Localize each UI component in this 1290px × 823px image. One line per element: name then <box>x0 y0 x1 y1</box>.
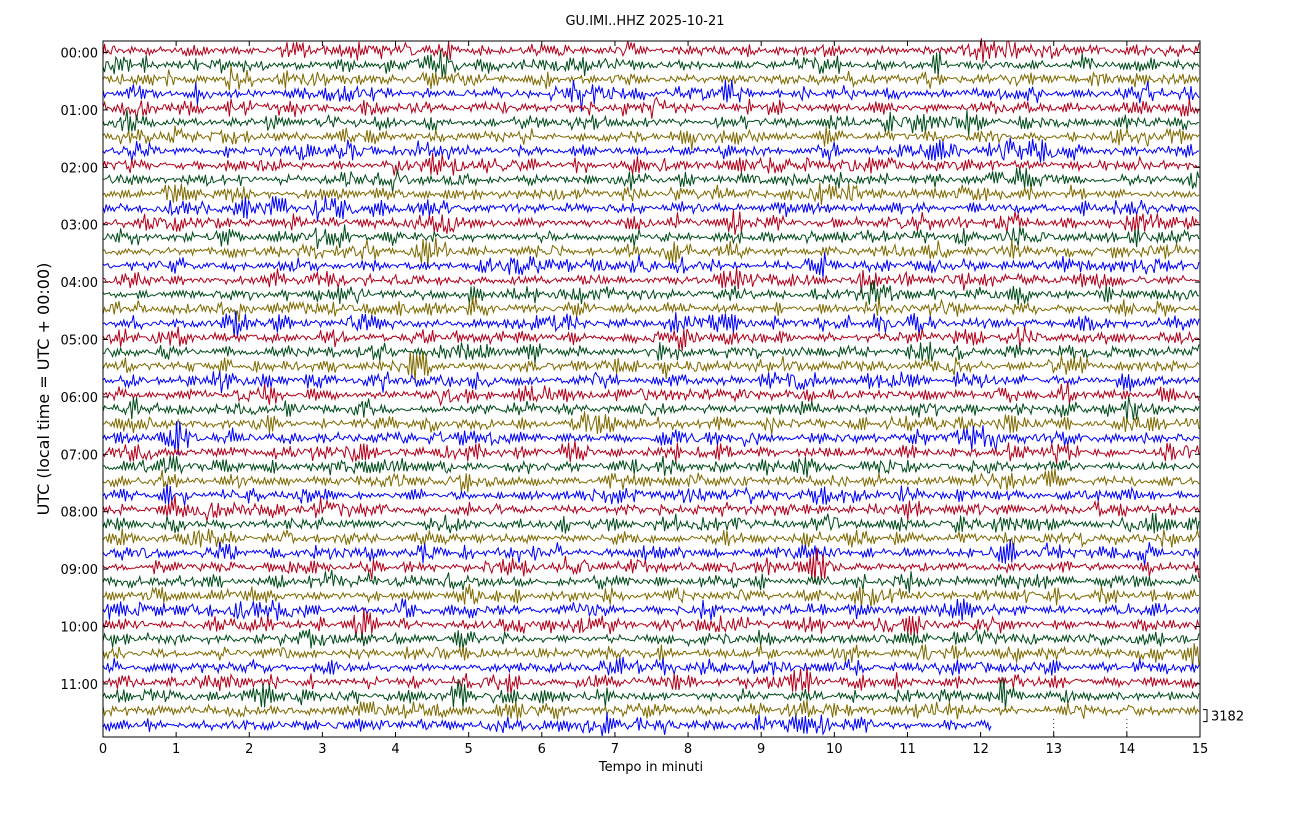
seismic-trace <box>102 667 1200 695</box>
seismic-trace <box>102 569 1200 594</box>
seismic-trace <box>102 677 1200 710</box>
seismic-trace <box>102 539 1200 567</box>
seismic-trace <box>102 167 1200 193</box>
seismic-trace <box>102 310 1200 338</box>
seismic-trace <box>102 468 1200 493</box>
y-tick-label: 08:00 <box>61 506 98 521</box>
x-tick-label: 3 <box>318 742 326 757</box>
seismic-trace <box>102 656 1200 676</box>
y-tick-label: 09:00 <box>61 563 98 578</box>
seismic-trace <box>102 396 1200 423</box>
seismic-trace <box>102 371 1200 394</box>
x-axis: 0 1 2 3 4 5 6 7 8 9 10 11 12 13 14 15 <box>99 41 1208 757</box>
seismic-trace <box>102 495 1200 522</box>
seismic-trace <box>102 252 1200 278</box>
x-tick-label: 1 <box>172 742 180 757</box>
seismic-trace <box>102 267 1199 294</box>
seismic-trace <box>102 484 1200 506</box>
x-tick-label: 2 <box>245 742 253 757</box>
x-axis-label: Tempo in minuti <box>598 760 703 775</box>
plot-frame <box>102 40 1201 738</box>
x-tick-label: 14 <box>1119 742 1136 757</box>
y-tick-label: 07:00 <box>61 448 98 463</box>
seismic-trace <box>102 50 1200 79</box>
scale-label: 3182 <box>1211 710 1244 725</box>
seismic-trace <box>102 628 1200 651</box>
seismic-trace <box>102 643 1200 669</box>
x-tick-label: 9 <box>757 742 765 757</box>
y-tick-label: 11:00 <box>61 678 98 693</box>
seismic-trace <box>102 381 1200 407</box>
seismic-trace <box>102 699 1200 720</box>
x-tick-label: 5 <box>465 742 473 757</box>
y-tick-label: 02:00 <box>61 161 98 176</box>
scale-bracket <box>1203 709 1208 723</box>
x-tick-label: 4 <box>391 742 399 757</box>
seismic-trace <box>102 295 1200 323</box>
chart-title: GU.IMI..HHZ 2025-10-21 <box>565 14 724 29</box>
x-tick-label: 0 <box>99 742 107 757</box>
x-tick-label: 15 <box>1192 742 1209 757</box>
seismic-trace <box>102 196 1200 221</box>
scale-bar: 3182 <box>1203 709 1244 725</box>
seismic-trace <box>102 341 1200 364</box>
seismic-trace <box>102 512 1200 534</box>
seismic-trace <box>102 96 1200 121</box>
x-tick-label: 10 <box>826 742 843 757</box>
seismic-trace <box>102 598 1200 621</box>
seismic-trace <box>102 224 1200 249</box>
seismic-trace <box>102 712 992 737</box>
seismic-trace <box>102 66 1200 91</box>
seismic-trace <box>102 182 1200 205</box>
seismic-trace <box>102 440 1200 464</box>
y-axis-label: UTC (local time = UTC + 00:00) <box>34 263 53 516</box>
grid-lines <box>1053 718 1128 737</box>
seismic-trace <box>102 455 1200 478</box>
seismic-trace <box>102 421 1200 456</box>
y-tick-label: 06:00 <box>61 391 98 406</box>
y-axis: 00:00 01:00 02:00 03:00 04:00 05:00 06:00 07:00… <box>61 47 1200 693</box>
seismic-trace <box>102 237 1200 268</box>
seismic-trace <box>102 326 1200 351</box>
y-tick-label: 05:00 <box>61 334 98 349</box>
seismic-trace <box>102 528 1200 550</box>
seismic-trace <box>102 411 1200 435</box>
seismic-trace <box>102 79 1200 112</box>
seismic-trace <box>102 350 1200 383</box>
y-tick-label: 01:00 <box>61 104 98 119</box>
x-tick-label: 7 <box>611 742 619 757</box>
seismic-trace <box>102 607 1200 641</box>
seismic-trace <box>102 137 1200 163</box>
y-tick-label: 00:00 <box>61 47 98 62</box>
trace-group <box>102 38 1200 737</box>
seismic-trace <box>102 125 1200 151</box>
x-tick-label: 6 <box>538 742 546 757</box>
y-tick-label: 03:00 <box>61 219 98 234</box>
x-tick-label: 8 <box>684 742 692 757</box>
x-tick-label: 12 <box>972 742 989 757</box>
seismic-trace <box>102 547 1200 583</box>
seismic-trace <box>102 280 1200 306</box>
y-tick-label: 04:00 <box>61 276 98 291</box>
seismic-trace <box>102 583 1200 609</box>
x-tick-label: 11 <box>899 742 916 757</box>
y-tick-label: 10:00 <box>61 621 98 636</box>
seismic-trace <box>102 152 1200 176</box>
x-tick-label: 13 <box>1045 742 1062 757</box>
seismic-trace <box>102 38 1200 63</box>
seismic-trace <box>102 109 1199 137</box>
seismic-trace <box>102 209 1200 235</box>
